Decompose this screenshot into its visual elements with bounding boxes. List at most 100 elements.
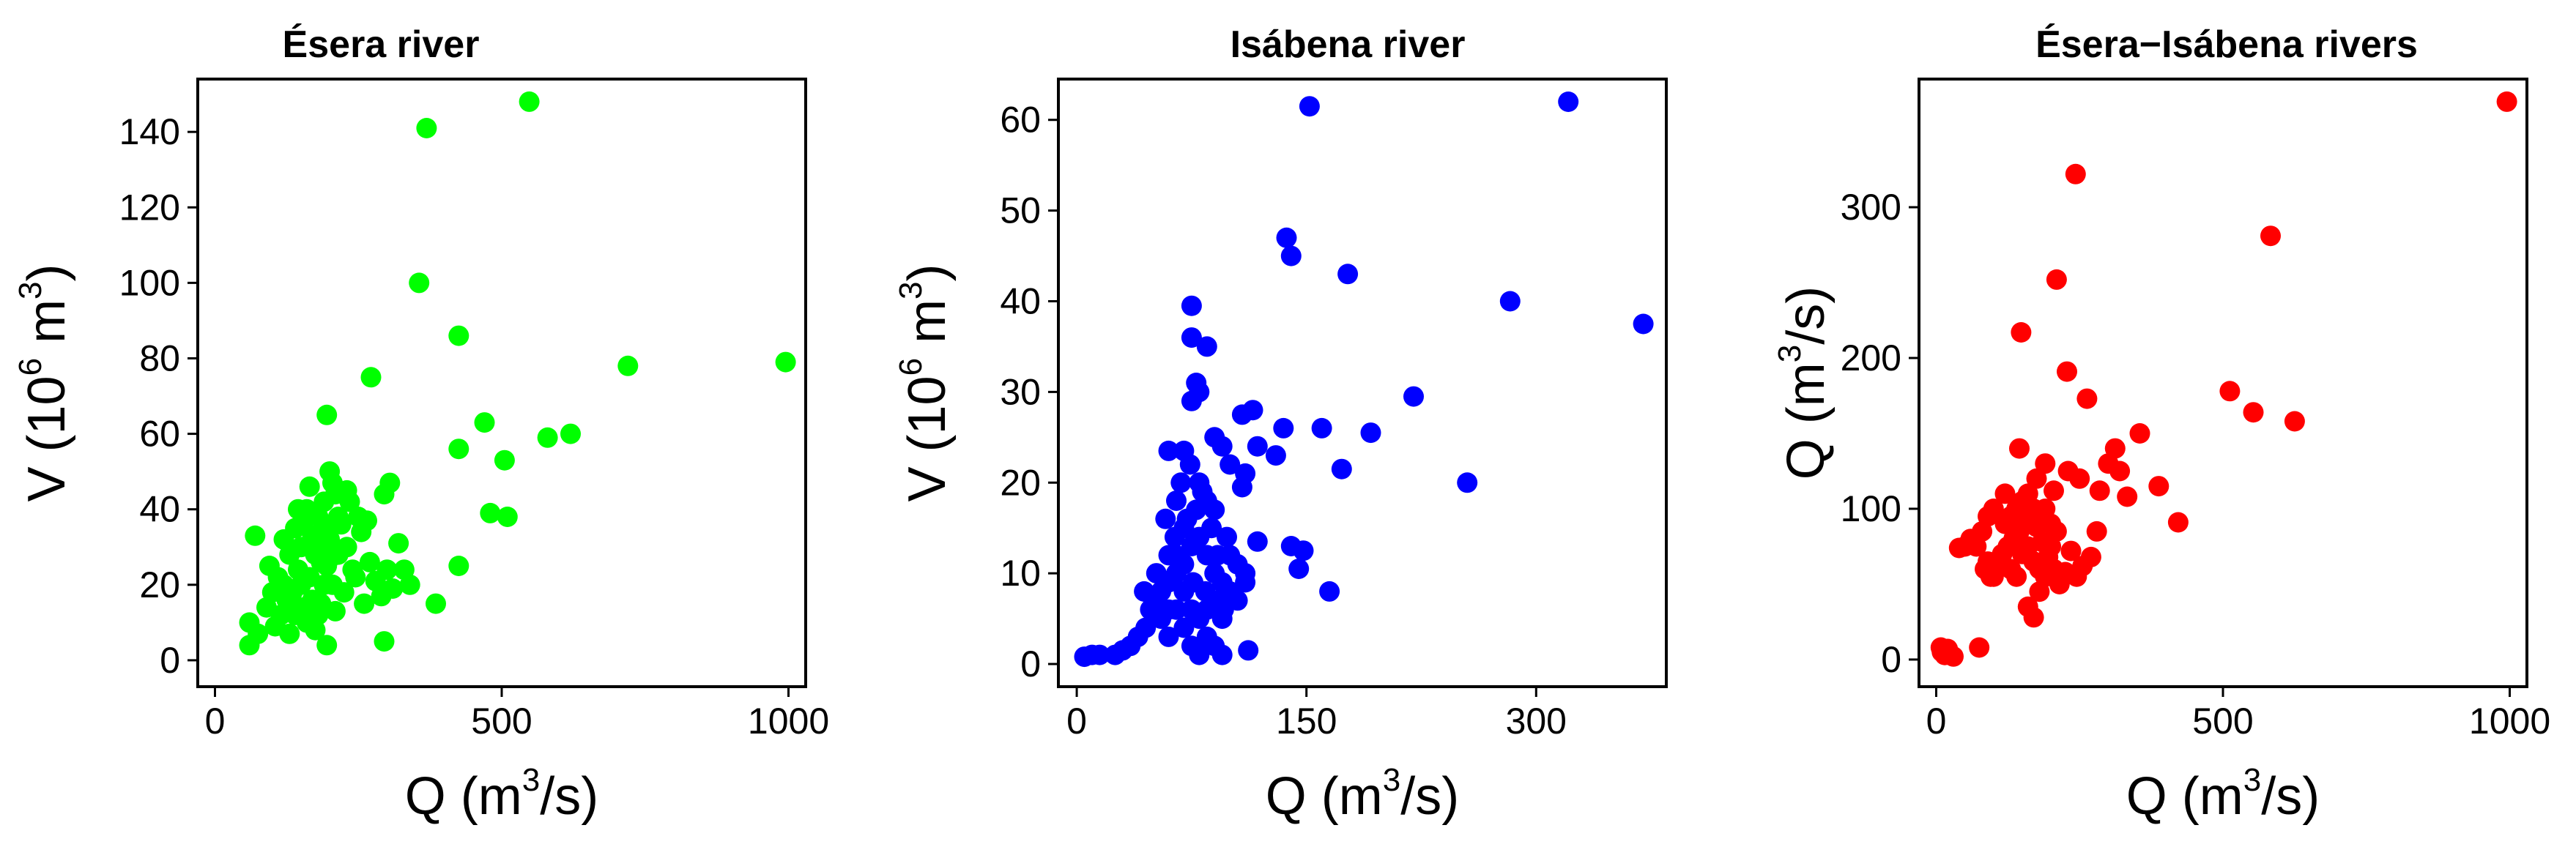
- panel-esera-isabena: Ésera−Isábena rivers 0 500 1000 0 100 200 300…: [1772, 23, 2550, 826]
- data-point: [285, 605, 306, 625]
- data-point: [245, 525, 266, 546]
- scatter-points: [239, 91, 796, 656]
- data-point: [2284, 411, 2305, 432]
- data-point: [1166, 490, 1187, 511]
- data-point: [497, 507, 518, 527]
- data-point: [2148, 476, 2169, 497]
- data-point: [290, 574, 311, 595]
- data-point: [333, 582, 355, 603]
- panel-isabena: Isábena river 0 150 300 0 10 20 30 40 50 60 Q (m…: [893, 23, 1668, 826]
- data-point: [426, 593, 446, 614]
- x-tick-label: 1000: [748, 701, 829, 742]
- data-point: [1207, 545, 1228, 566]
- y-tick-label: 120: [119, 187, 180, 228]
- data-point: [2011, 322, 2032, 343]
- y-tick-label: 40: [139, 489, 180, 530]
- data-point: [1247, 531, 1268, 552]
- data-point: [316, 635, 338, 656]
- data-point: [1280, 245, 1302, 266]
- data-point: [2009, 438, 2030, 459]
- data-point: [382, 578, 404, 599]
- data-point: [2129, 423, 2150, 444]
- y-tick-label: 0: [160, 640, 180, 681]
- data-point: [1173, 617, 1195, 638]
- plot-frame: [1918, 78, 2528, 688]
- data-point: [2060, 540, 2082, 561]
- data-point: [308, 605, 329, 625]
- data-point: [1247, 436, 1268, 457]
- data-point: [1337, 264, 1359, 285]
- data-point: [2117, 486, 2138, 507]
- data-point: [2167, 512, 2189, 533]
- data-point: [1189, 381, 1210, 403]
- y-axis-label: V (106 m3): [12, 264, 76, 501]
- data-point: [2035, 566, 2056, 587]
- data-point: [1192, 481, 1213, 502]
- data-point: [2023, 607, 2044, 628]
- data-point: [1948, 537, 1970, 559]
- data-point: [409, 272, 430, 294]
- data-point: [1978, 551, 1998, 572]
- x-axis-label: Q (m3/s): [405, 762, 598, 826]
- y-tick-label: 80: [139, 337, 180, 378]
- y-tick-label: 30: [1000, 371, 1041, 412]
- data-point: [1220, 454, 1241, 475]
- data-point: [519, 91, 540, 112]
- y-axis-label: V (106 m3): [893, 264, 957, 501]
- y-tick-label: 20: [139, 564, 180, 605]
- data-point: [313, 574, 335, 595]
- data-point: [2260, 225, 2281, 247]
- data-point: [2065, 163, 2086, 184]
- data-point: [1158, 626, 1179, 647]
- data-point: [374, 484, 395, 505]
- data-point: [1211, 644, 1233, 665]
- data-point: [1499, 291, 1521, 312]
- data-point: [357, 510, 377, 531]
- data-point: [1276, 227, 1297, 248]
- data-point: [1360, 422, 1381, 444]
- data-point: [1155, 508, 1176, 529]
- data-point: [1105, 644, 1126, 665]
- y-tick-label: 140: [119, 111, 180, 152]
- data-point: [1189, 644, 1210, 665]
- data-point: [448, 556, 469, 576]
- data-point: [448, 439, 469, 460]
- data-point: [1293, 540, 1314, 561]
- data-point: [1213, 599, 1234, 620]
- panel-esera: Ésera river 0 500 1000 020406080100120140 …: [12, 23, 829, 826]
- data-point: [1134, 581, 1155, 602]
- data-point: [1204, 499, 1225, 520]
- data-point: [2057, 361, 2077, 382]
- y-tick-label: 10: [1000, 553, 1041, 594]
- panel-title: Ésera river: [283, 23, 480, 66]
- data-point: [1140, 599, 1161, 620]
- data-point: [1201, 518, 1222, 539]
- panel-title: Ésera−Isábena rivers: [2035, 23, 2418, 66]
- x-tick-label: 150: [1276, 701, 1337, 742]
- data-point: [1211, 436, 1233, 457]
- data-point: [1164, 526, 1185, 548]
- y-tick-label: 200: [1841, 337, 1901, 378]
- data-point: [775, 351, 796, 373]
- data-point: [2026, 468, 2047, 489]
- data-point: [399, 574, 420, 595]
- data-point: [1273, 417, 1294, 439]
- data-point: [2046, 269, 2067, 290]
- data-point: [279, 623, 300, 644]
- data-point: [248, 623, 269, 644]
- y-tick-label: 100: [119, 262, 180, 303]
- data-point: [2080, 546, 2101, 567]
- x-axis-ticks: 0 500 1000: [205, 687, 829, 742]
- data-point: [2086, 520, 2107, 542]
- data-point: [1994, 483, 2016, 504]
- data-point: [1231, 404, 1252, 425]
- data-point: [2243, 402, 2264, 423]
- data-point: [1633, 313, 1654, 335]
- data-point: [2089, 480, 2110, 501]
- data-point: [319, 548, 341, 569]
- y-axis-label: Q (m3/s): [1772, 286, 1836, 480]
- data-point: [2035, 453, 2056, 474]
- data-point: [259, 556, 280, 576]
- x-axis-ticks: 0 500 1000: [1926, 687, 2550, 742]
